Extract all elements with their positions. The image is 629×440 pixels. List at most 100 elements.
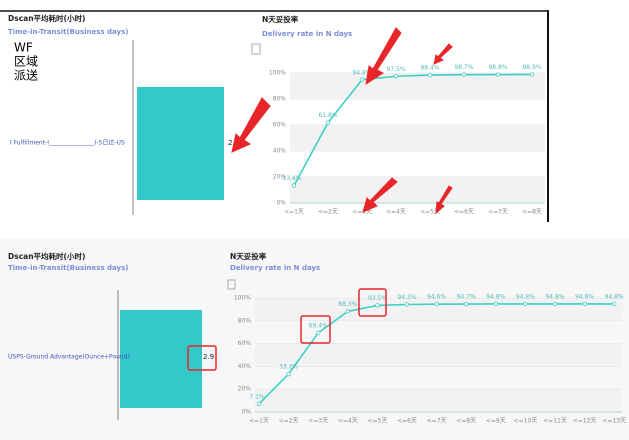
category-label: I Fulfillment-I_______________)-5日达-US <box>10 139 125 147</box>
grid-band <box>290 73 545 99</box>
value-label: 94.8% <box>575 293 594 300</box>
red-annotations <box>187 27 453 371</box>
annotation: WF <box>14 41 33 55</box>
x-tick-label: <=3天 <box>308 418 328 425</box>
y-tick-label: 0% <box>241 409 251 416</box>
arrow <box>365 27 402 86</box>
chart-subtitle: Time-in-Transit(Business days) <box>8 264 129 272</box>
point <box>256 401 262 407</box>
y-tick-label: 80% <box>238 317 252 324</box>
point <box>359 77 365 82</box>
arrow <box>231 97 271 153</box>
highlight-box <box>187 345 217 371</box>
x-tick-label: <=4天 <box>386 209 406 216</box>
x-tick-label: <=6天 <box>397 418 417 425</box>
y-tick-label: 40% <box>273 148 287 155</box>
point <box>493 301 498 307</box>
x-tick-label: <=4天 <box>338 418 358 425</box>
x-tick-label: <=8天 <box>456 418 476 425</box>
value-label: 94.7% <box>457 294 476 301</box>
value-label: 98.8% <box>488 64 507 71</box>
y-tick-label: 0% <box>276 200 286 207</box>
x-tick-label: <=1天 <box>249 418 269 425</box>
value-label: 88.3% <box>338 301 357 308</box>
chart-subtitle: Delivery rate in N days <box>262 30 352 38</box>
value-label: 94.3% <box>397 294 416 301</box>
x-tick-label: <=8天 <box>522 209 542 216</box>
y-tick-label: 20% <box>238 386 252 393</box>
grid-band <box>255 343 622 367</box>
annotation: 区域 <box>14 55 38 69</box>
x-tick-label: <=7天 <box>427 418 447 425</box>
chart-subtitle: Time-in-Transit(Business days) <box>8 28 129 36</box>
value-label: 13.4% <box>282 175 301 182</box>
doc-icon <box>227 279 236 290</box>
value-label: 94.6% <box>427 294 446 301</box>
arrow <box>435 185 453 215</box>
point <box>286 371 291 377</box>
value-label: 2.9 <box>203 353 214 361</box>
value-label: 7.1% <box>249 393 265 400</box>
value-label: 61.8% <box>318 112 337 119</box>
charts: Dscan平均耗时(小时) Time-in-Transit(Business da… <box>8 13 626 425</box>
point <box>345 309 350 314</box>
chart-title: N天妥投率 <box>230 251 267 261</box>
value-label: 33.2% <box>279 364 298 371</box>
value-label: 98.4% <box>420 65 439 72</box>
x-tick-label: <=9天 <box>486 418 506 425</box>
grid-band <box>255 389 622 412</box>
grid-band <box>290 177 545 203</box>
x-tick-label: <=10天 <box>514 418 538 425</box>
x-tick-label: <=6天 <box>454 209 474 216</box>
point <box>291 183 297 188</box>
highlight-box <box>300 315 331 344</box>
point <box>523 301 528 307</box>
value-label: 69.4% <box>309 322 328 329</box>
x-tick-label: <=2天 <box>279 418 299 425</box>
point <box>495 72 501 77</box>
value-label: 94.8% <box>516 293 535 300</box>
chart-subtitle: Delivery rate in N days <box>230 264 320 272</box>
highlight-box <box>358 288 387 317</box>
x-tick-label: <=5天 <box>420 209 440 216</box>
point <box>404 302 410 307</box>
point <box>612 301 617 307</box>
point <box>434 301 439 307</box>
grid-band <box>255 298 622 321</box>
value-label: 97.5% <box>386 66 405 73</box>
doc-icon <box>251 43 261 55</box>
point <box>427 72 433 78</box>
y-tick-label: 100% <box>269 70 286 77</box>
annotation: 派送 <box>14 68 38 83</box>
value-label: 94.8% <box>486 293 505 300</box>
point <box>461 72 467 77</box>
point <box>464 301 469 307</box>
point <box>529 72 535 77</box>
point <box>582 301 587 307</box>
value-label: 98.7% <box>454 64 473 71</box>
value-label: 94.8% <box>352 69 371 76</box>
value-label: 94.8% <box>605 293 624 300</box>
point <box>325 120 331 125</box>
bar <box>137 87 224 200</box>
chart-title: Dscan平均耗时(小时) <box>8 251 85 261</box>
x-tick-label: <=3天 <box>352 209 372 216</box>
x-tick-label: <=5天 <box>367 418 387 425</box>
x-tick-label: <=2天 <box>318 209 338 216</box>
arrow <box>433 43 453 65</box>
y-tick-label: 20% <box>273 174 287 181</box>
line <box>293 73 533 186</box>
point <box>393 74 399 79</box>
x-tick-label: <=12天 <box>573 418 597 425</box>
value-label: 94.8% <box>545 293 564 300</box>
y-tick-label: 80% <box>273 96 287 103</box>
value-label: 98.9% <box>522 64 541 71</box>
x-tick-label: <=1天 <box>284 209 304 216</box>
arrow <box>362 177 398 213</box>
y-tick-label: 60% <box>273 122 287 129</box>
y-tick-label: 40% <box>238 363 252 370</box>
x-tick-label: <=7天 <box>488 209 508 216</box>
chart-title: Dscan平均耗时(小时) <box>8 13 85 23</box>
point <box>316 330 321 336</box>
